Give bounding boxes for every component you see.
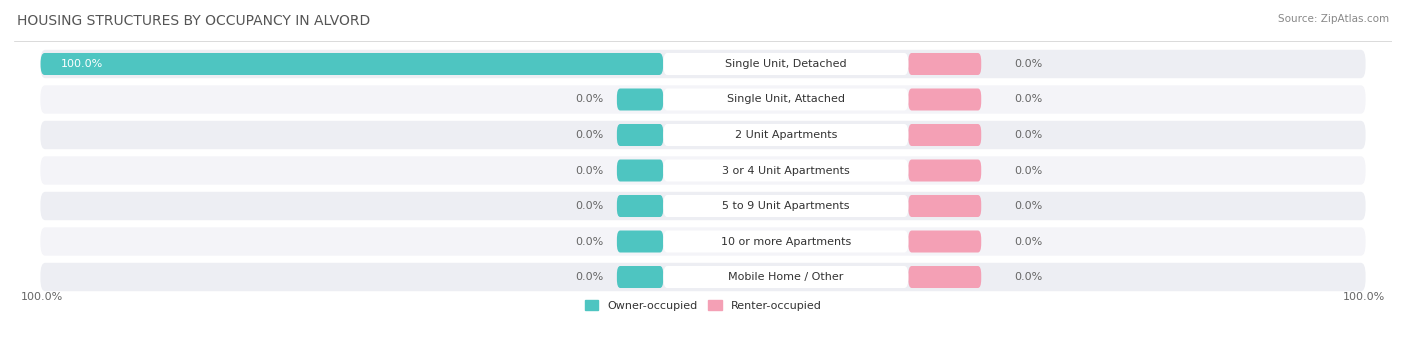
Text: 0.0%: 0.0% bbox=[1014, 59, 1043, 69]
FancyBboxPatch shape bbox=[617, 124, 664, 146]
Text: 5 to 9 Unit Apartments: 5 to 9 Unit Apartments bbox=[723, 201, 849, 211]
FancyBboxPatch shape bbox=[664, 124, 908, 146]
Text: Single Unit, Detached: Single Unit, Detached bbox=[725, 59, 846, 69]
Text: 0.0%: 0.0% bbox=[575, 237, 603, 247]
FancyBboxPatch shape bbox=[908, 231, 981, 252]
Text: 2 Unit Apartments: 2 Unit Apartments bbox=[734, 130, 837, 140]
Text: 0.0%: 0.0% bbox=[575, 94, 603, 104]
FancyBboxPatch shape bbox=[664, 53, 908, 75]
Text: 100.0%: 100.0% bbox=[1343, 292, 1385, 301]
FancyBboxPatch shape bbox=[41, 53, 664, 75]
FancyBboxPatch shape bbox=[664, 195, 908, 217]
FancyBboxPatch shape bbox=[41, 85, 1365, 114]
Legend: Owner-occupied, Renter-occupied: Owner-occupied, Renter-occupied bbox=[581, 296, 825, 315]
Text: Mobile Home / Other: Mobile Home / Other bbox=[728, 272, 844, 282]
Text: Source: ZipAtlas.com: Source: ZipAtlas.com bbox=[1278, 14, 1389, 24]
FancyBboxPatch shape bbox=[41, 227, 1365, 256]
FancyBboxPatch shape bbox=[664, 231, 908, 252]
Text: 10 or more Apartments: 10 or more Apartments bbox=[721, 237, 851, 247]
FancyBboxPatch shape bbox=[908, 53, 981, 75]
FancyBboxPatch shape bbox=[908, 266, 981, 288]
Text: 3 or 4 Unit Apartments: 3 or 4 Unit Apartments bbox=[721, 165, 849, 176]
Text: 0.0%: 0.0% bbox=[575, 272, 603, 282]
Text: Single Unit, Attached: Single Unit, Attached bbox=[727, 94, 845, 104]
FancyBboxPatch shape bbox=[908, 89, 981, 110]
Text: 100.0%: 100.0% bbox=[60, 59, 103, 69]
Text: 0.0%: 0.0% bbox=[575, 130, 603, 140]
FancyBboxPatch shape bbox=[41, 192, 1365, 220]
FancyBboxPatch shape bbox=[908, 124, 981, 146]
FancyBboxPatch shape bbox=[617, 89, 664, 110]
FancyBboxPatch shape bbox=[908, 195, 981, 217]
Text: HOUSING STRUCTURES BY OCCUPANCY IN ALVORD: HOUSING STRUCTURES BY OCCUPANCY IN ALVOR… bbox=[17, 14, 370, 28]
Text: 0.0%: 0.0% bbox=[575, 201, 603, 211]
FancyBboxPatch shape bbox=[664, 89, 908, 110]
FancyBboxPatch shape bbox=[41, 121, 1365, 149]
Text: 0.0%: 0.0% bbox=[1014, 272, 1043, 282]
Text: 0.0%: 0.0% bbox=[575, 165, 603, 176]
FancyBboxPatch shape bbox=[617, 195, 664, 217]
FancyBboxPatch shape bbox=[617, 160, 664, 181]
Text: 100.0%: 100.0% bbox=[21, 292, 63, 301]
FancyBboxPatch shape bbox=[617, 266, 664, 288]
FancyBboxPatch shape bbox=[41, 263, 1365, 291]
FancyBboxPatch shape bbox=[617, 231, 664, 252]
FancyBboxPatch shape bbox=[908, 160, 981, 181]
Text: 0.0%: 0.0% bbox=[1014, 165, 1043, 176]
Text: 0.0%: 0.0% bbox=[1014, 201, 1043, 211]
FancyBboxPatch shape bbox=[41, 156, 1365, 185]
FancyBboxPatch shape bbox=[664, 266, 908, 288]
Text: 0.0%: 0.0% bbox=[1014, 94, 1043, 104]
FancyBboxPatch shape bbox=[41, 50, 1365, 78]
Text: 0.0%: 0.0% bbox=[1014, 237, 1043, 247]
Text: 0.0%: 0.0% bbox=[1014, 130, 1043, 140]
FancyBboxPatch shape bbox=[664, 160, 908, 181]
